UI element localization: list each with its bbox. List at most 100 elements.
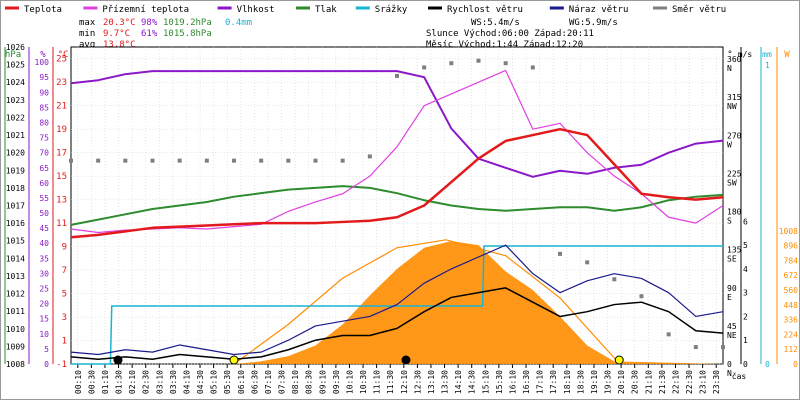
- wind-tick-label: 2: [743, 312, 748, 321]
- series-solar-area: [71, 241, 723, 364]
- legend-label-1: Přízemní teplota: [102, 5, 189, 15]
- stat-max-press: 1019.2hPa: [163, 18, 212, 28]
- legend-label-4: Srážky: [375, 5, 408, 15]
- moonset-marker: [401, 355, 411, 365]
- solar-tick-label: 336: [784, 316, 799, 325]
- wind-direction-point: [177, 158, 182, 163]
- wind-direction-point: [69, 158, 73, 163]
- x-tick-label: 20:10: [617, 370, 626, 394]
- x-axis-label: čas: [732, 371, 747, 381]
- temp-tick-label: 9: [62, 243, 67, 253]
- pressure-tick-label: 1023: [6, 96, 25, 105]
- x-tick-label: 16:30: [522, 370, 531, 394]
- stat-wind-gust: WG:5.9m/s: [569, 18, 618, 28]
- x-tick-label: 08:10: [291, 370, 300, 394]
- wind-direction-point: [96, 158, 101, 163]
- stat-min-temp: 9.7°C: [103, 29, 130, 39]
- humidity-tick-label: 40: [39, 239, 49, 248]
- x-tick-label: 04:30: [196, 370, 205, 394]
- humidity-tick-label: 10: [39, 330, 49, 339]
- legend-label-0: Teplota: [24, 5, 62, 15]
- pressure-tick-label: 1009: [6, 342, 25, 351]
- direction-compass-label: NW: [727, 102, 737, 111]
- legend-label-3: Tlak: [315, 5, 337, 15]
- stat-min-hum: 61%: [141, 29, 158, 39]
- x-tick-label: 22:10: [671, 370, 680, 394]
- stat-max-rain: 0.4mm: [225, 18, 252, 28]
- direction-tick-label: 135: [727, 246, 742, 255]
- humidity-tick-label: 45: [39, 224, 49, 233]
- x-tick-label: 08:30: [305, 370, 314, 394]
- x-tick-label: 07:10: [264, 370, 273, 394]
- sunset-marker: [614, 355, 624, 365]
- series-wind-speed-line: [70, 287, 724, 360]
- temp-tick-label: 23: [56, 78, 67, 88]
- direction-tick-label: 90: [727, 284, 737, 293]
- humidity-tick-label: 30: [39, 269, 49, 278]
- legend-label-5: Rychlost větru: [447, 5, 523, 15]
- stat-min-label: min: [79, 29, 95, 39]
- pressure-tick-label: 1018: [6, 184, 25, 193]
- stat-max-hum: 98%: [141, 18, 158, 28]
- sun-curve-line: [233, 239, 621, 365]
- direction-tick-label: 270: [727, 131, 742, 140]
- x-tick-label: 02:30: [142, 370, 151, 394]
- x-tick-label: 05:10: [210, 370, 219, 394]
- rain-tick-label: 1: [765, 61, 770, 70]
- axis-unit-direction: °: [727, 50, 732, 60]
- temp-tick-label: 3: [62, 313, 67, 323]
- stat-wind-speed: WS:5.4m/s: [471, 18, 520, 28]
- wind-direction-point: [612, 277, 617, 282]
- wind-direction-point: [123, 158, 128, 163]
- stat-min-press: 1015.8hPa: [163, 29, 212, 39]
- direction-compass-label: N: [727, 369, 732, 378]
- pressure-tick-label: 1013: [6, 272, 25, 281]
- direction-compass-label: E: [727, 293, 732, 302]
- direction-compass-label: S: [727, 217, 732, 226]
- wind-direction-point: [693, 345, 698, 350]
- pressure-tick-label: 1024: [6, 78, 25, 87]
- x-tick-label: 05:30: [223, 370, 232, 394]
- temp-tick-label: 15: [56, 172, 67, 182]
- legend-label-2: Vlhkost: [237, 5, 275, 15]
- x-tick-label: 17:10: [536, 370, 545, 394]
- legend-label-7: Směr větru: [672, 5, 726, 15]
- pressure-tick-label: 1022: [6, 113, 25, 122]
- x-tick-label: 20:30: [631, 370, 640, 394]
- x-tick-label: 18:30: [576, 370, 585, 394]
- x-tick-label: 09:30: [332, 370, 341, 394]
- wind-tick-label: 4: [743, 265, 748, 274]
- humidity-tick-label: 85: [39, 103, 49, 112]
- direction-compass-label: N: [727, 64, 732, 73]
- axis-unit-pressure: hPa: [5, 50, 21, 60]
- pressure-tick-label: 1021: [6, 131, 25, 140]
- legend-label-6: Náraz větru: [569, 5, 629, 15]
- humidity-tick-label: 20: [39, 300, 49, 309]
- x-tick-label: 02:10: [128, 370, 137, 394]
- stat-avg-temp: 13.8°C: [103, 40, 136, 50]
- humidity-tick-label: 70: [39, 149, 49, 158]
- stat-max-label: max: [79, 18, 96, 28]
- wind-direction-point: [259, 158, 264, 163]
- stat-sun: Slunce Východ:06:00 Západ:20:11: [426, 29, 594, 39]
- pressure-tick-label: 1017: [6, 202, 25, 211]
- x-tick-label: 10:10: [345, 370, 354, 394]
- humidity-tick-label: 100: [35, 58, 50, 67]
- wind-tick-label: 6: [743, 217, 748, 226]
- pressure-tick-label: 1020: [6, 149, 25, 158]
- wind-direction-point: [313, 158, 318, 163]
- direction-compass-label: NE: [727, 331, 737, 340]
- wind-direction-point: [150, 158, 155, 163]
- series-humidity-line: [70, 70, 724, 178]
- wind-direction-point: [449, 61, 454, 66]
- humidity-tick-label: 60: [39, 179, 49, 188]
- x-tick-label: 12:10: [400, 370, 409, 394]
- pressure-tick-label: 1011: [6, 307, 25, 316]
- series-gust-line: [70, 244, 724, 356]
- x-tick-label: 12:30: [413, 370, 422, 394]
- x-tick-label: 15:10: [481, 370, 490, 394]
- wind-direction-point: [558, 251, 562, 256]
- x-tick-label: 15:30: [495, 370, 504, 394]
- stat-max-temp: 20.3°C: [103, 18, 136, 28]
